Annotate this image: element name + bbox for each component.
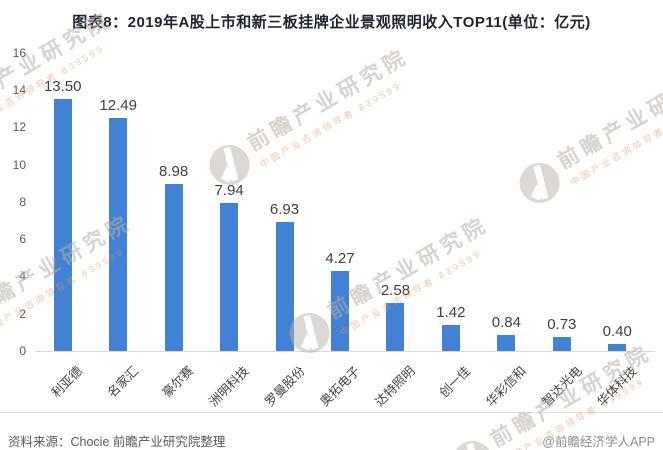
- bar: [164, 183, 183, 351]
- bar: [220, 202, 239, 351]
- x-axis-category-label: 华体科技: [594, 363, 641, 410]
- bar-value-label: 0.84: [491, 314, 521, 332]
- bar-value-label: 4.27: [325, 250, 355, 268]
- bar-value-label: 8.98: [159, 162, 189, 180]
- bar: [552, 337, 571, 351]
- bar-value-label: 1.42: [436, 303, 466, 321]
- bar-value-label: 13.50: [43, 78, 82, 96]
- bar: [53, 99, 72, 351]
- x-axis-category-label: 豪尔赛: [159, 363, 197, 401]
- footer-divider: [0, 412, 663, 413]
- bar-value-label: 6.93: [269, 200, 300, 218]
- y-axis-tick-label: 16: [12, 45, 26, 60]
- bar-value-label: 0.40: [602, 322, 632, 340]
- bar-value-label: 2.58: [380, 281, 411, 299]
- x-axis-category-label: 名家汇: [104, 363, 141, 401]
- x-axis-category-label: 利亚德: [49, 363, 86, 401]
- y-axis-tick-label: 4: [19, 269, 26, 284]
- bar: [441, 324, 460, 351]
- x-axis-category-label: 智达光电: [539, 363, 585, 410]
- y-axis-tick-label: 2: [19, 306, 26, 321]
- bar: [331, 271, 349, 351]
- bar: [109, 118, 128, 351]
- credit-text: @前瞻经济学人APP: [542, 435, 655, 449]
- x-axis-category-label: 奥拓电子: [317, 363, 363, 410]
- bar-value-label: 12.49: [99, 97, 137, 115]
- source-text: 资料来源：Chocie 前瞻产业研究院整理: [8, 435, 226, 449]
- y-axis-tick-label: 8: [19, 194, 26, 209]
- x-axis-category-label: 华彩信和: [483, 363, 530, 410]
- x-axis-category-label: 达特照明: [372, 363, 419, 410]
- y-axis-tick-label: 12: [12, 120, 26, 135]
- x-axis-category-label: 罗曼股份: [262, 363, 308, 410]
- bar: [497, 335, 516, 351]
- x-axis-category-label: 创一佳: [437, 363, 474, 401]
- y-axis-tick-label: 0: [19, 344, 26, 358]
- chart-title: 图表8：2019年A股上市和新三板挂牌企业景观照明收入TOP11(单位：亿元): [72, 14, 591, 31]
- x-axis-category-label: 洲明科技: [206, 363, 252, 410]
- bar-value-label: 7.94: [214, 181, 244, 199]
- bar: [608, 343, 627, 351]
- bar: [386, 302, 405, 351]
- y-axis-tick-label: 14: [12, 82, 26, 97]
- x-axis-line: [35, 351, 655, 352]
- y-axis-tick-label: 10: [12, 157, 26, 172]
- bar-value-label: 0.73: [547, 316, 577, 334]
- bar: [275, 221, 294, 351]
- y-axis-tick-label: 6: [19, 232, 26, 247]
